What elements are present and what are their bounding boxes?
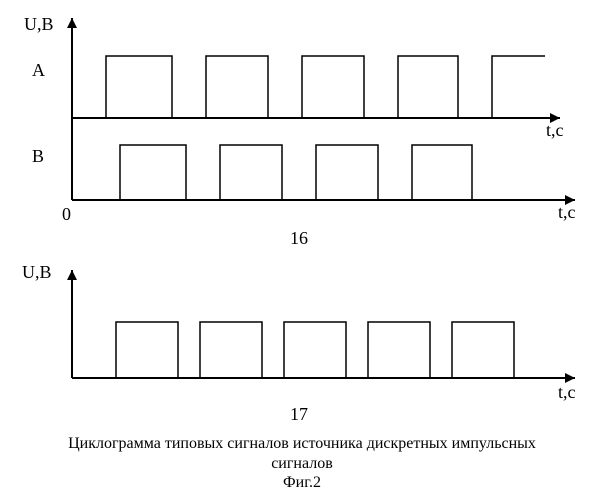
top-B-xlabel: t,c [558, 202, 576, 223]
origin-label: 0 [62, 204, 71, 225]
caption-line3: Фиг.2 [0, 473, 604, 492]
top-figure-label: 16 [290, 228, 308, 249]
caption-line2: сигналов [0, 454, 604, 473]
diagram-canvas [0, 0, 604, 420]
row-B-label: В [32, 146, 44, 167]
top-A-xlabel: t,c [546, 120, 564, 141]
top-ylabel: U,B [24, 14, 54, 35]
row-A-label: А [32, 60, 45, 81]
bottom-figure-label: 17 [290, 404, 308, 425]
bottom-ylabel: U,B [22, 262, 52, 283]
caption: Циклограмма типовых сигналов источника д… [0, 434, 604, 492]
caption-line1: Циклограмма типовых сигналов источника д… [0, 434, 604, 453]
bottom-xlabel: t,c [558, 382, 576, 403]
